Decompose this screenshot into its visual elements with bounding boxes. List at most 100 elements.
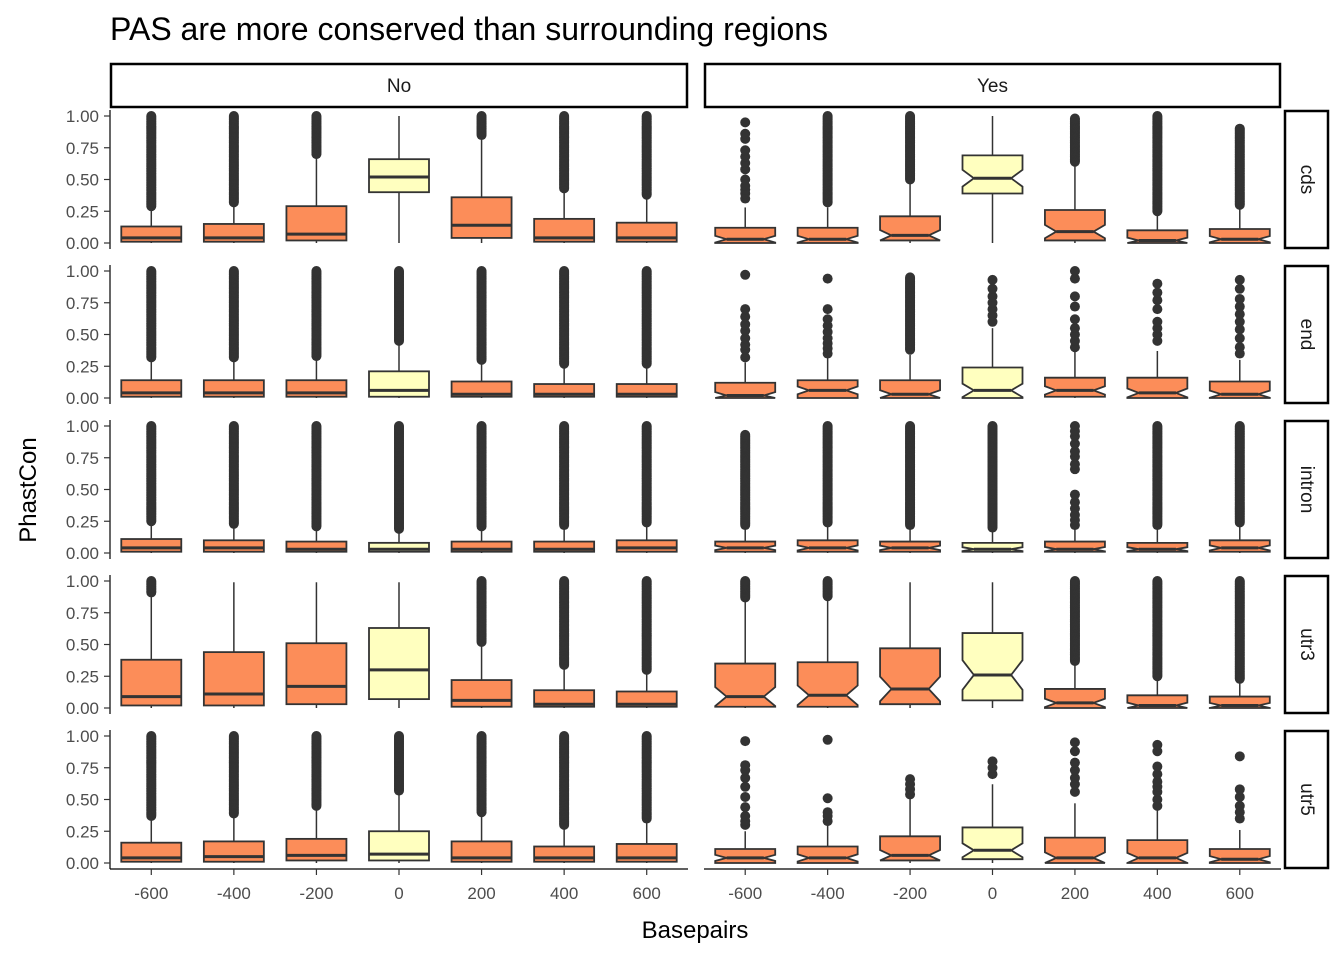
x-tick-label: -600 [134, 884, 168, 903]
y-tick-label: 0.75 [66, 759, 99, 778]
box-body [1126, 376, 1189, 399]
outlier-point [641, 576, 652, 586]
box-body [615, 539, 678, 553]
box-yes-utr3-600 [1208, 576, 1271, 709]
box-no-utr5-200 [450, 731, 513, 863]
outlier-point [1234, 293, 1245, 304]
y-tick-label: 1.00 [66, 417, 99, 436]
y-tick-label: 0.50 [66, 326, 99, 345]
outlier-point [641, 731, 652, 741]
outlier-point [559, 266, 570, 276]
box-no-cds-200 [450, 111, 513, 243]
outlier-point [311, 266, 322, 276]
box-body [285, 540, 348, 553]
outlier-point [1069, 266, 1080, 276]
outlier-point [822, 314, 833, 325]
outlier-point [1152, 761, 1163, 772]
outlier-point [822, 273, 833, 284]
box-yes-utr5-400 [1126, 739, 1189, 864]
y-axis-title: PhastCon [15, 437, 42, 542]
box-no-end-0 [368, 266, 430, 398]
outlier-point [1234, 316, 1245, 327]
outlier-point [394, 731, 404, 741]
outlier-point [394, 421, 404, 431]
outlier-point [740, 791, 751, 802]
outlier-point [740, 736, 751, 747]
box-yes-end--600 [714, 269, 777, 399]
box-body [120, 658, 183, 707]
y-tick-label: 0.00 [66, 854, 99, 873]
outlier-point [1234, 274, 1245, 285]
outlier-point [1234, 800, 1245, 811]
outlier-point [1152, 295, 1163, 306]
outlier-point [740, 781, 751, 792]
box-body [796, 845, 859, 864]
row-strip-utr5 [1283, 729, 1330, 870]
outlier-point [146, 576, 157, 586]
outlier-point [1069, 446, 1080, 457]
outlier-point [1152, 769, 1163, 780]
box-no-utr5--200 [285, 731, 348, 863]
outlier-point [740, 352, 751, 363]
outlier-point [1152, 304, 1163, 315]
outlier-point [641, 421, 652, 431]
x-tick-label: 600 [633, 884, 661, 903]
y-tick-label: 0.25 [66, 357, 99, 376]
outlier-point [1069, 737, 1080, 748]
outlier-point [1069, 459, 1080, 470]
box-no-cds--600 [120, 111, 183, 243]
box-no-utr5-600 [615, 731, 678, 863]
row-strip-cds [1283, 109, 1330, 250]
outlier-point [1152, 278, 1163, 289]
outlier-point [1234, 342, 1245, 353]
box-no-cds-0 [368, 116, 430, 243]
outlier-point [740, 811, 751, 822]
outlier-point [822, 734, 833, 745]
box-no-intron-200 [450, 421, 513, 553]
outlier-point [476, 266, 487, 276]
y-tick-label: 0.25 [66, 202, 99, 221]
box-body [961, 826, 1024, 861]
box-body [1208, 228, 1271, 244]
box-body [368, 370, 430, 398]
x-tick-label: -600 [728, 884, 762, 903]
column-strip-label: No [387, 76, 411, 97]
box-no-utr5-0 [368, 731, 430, 863]
box-body [533, 845, 596, 863]
box-no-intron--400 [202, 421, 265, 553]
outlier-point [740, 311, 751, 322]
y-tick-label: 0.00 [66, 699, 99, 718]
row-strip-utr3 [1283, 574, 1330, 715]
box-yes-intron--400 [796, 421, 859, 553]
y-tick-label: 0.00 [66, 544, 99, 563]
box-body [450, 540, 513, 553]
box-yes-cds--400 [796, 111, 859, 244]
box-body [285, 837, 348, 862]
box-body [1044, 688, 1106, 709]
outlier-point [1152, 316, 1163, 327]
outlier-point [822, 807, 833, 818]
box-yes-end-200 [1044, 266, 1106, 398]
box-no-cds-600 [615, 111, 678, 243]
y-tick-label: 0.50 [66, 636, 99, 655]
box-yes-utr5--600 [714, 736, 777, 864]
box-body [533, 540, 596, 553]
box-body [796, 539, 859, 553]
box-no-intron--200 [285, 421, 348, 553]
box-body [202, 651, 265, 707]
box-body [368, 627, 430, 701]
row-strip-label: end [1296, 319, 1317, 351]
outlier-point [311, 111, 322, 121]
outlier-point [228, 111, 239, 121]
box-body [714, 848, 777, 864]
outlier-point [559, 421, 570, 431]
y-tick-label: 0.75 [66, 294, 99, 313]
outlier-point [987, 283, 998, 294]
box-yes-utr3--200 [879, 582, 941, 708]
outlier-point [1152, 421, 1163, 431]
outlier-point [987, 756, 998, 767]
outlier-point [1234, 301, 1245, 312]
box-yes-cds-600 [1208, 123, 1271, 244]
box-yes-utr3-200 [1044, 576, 1106, 709]
